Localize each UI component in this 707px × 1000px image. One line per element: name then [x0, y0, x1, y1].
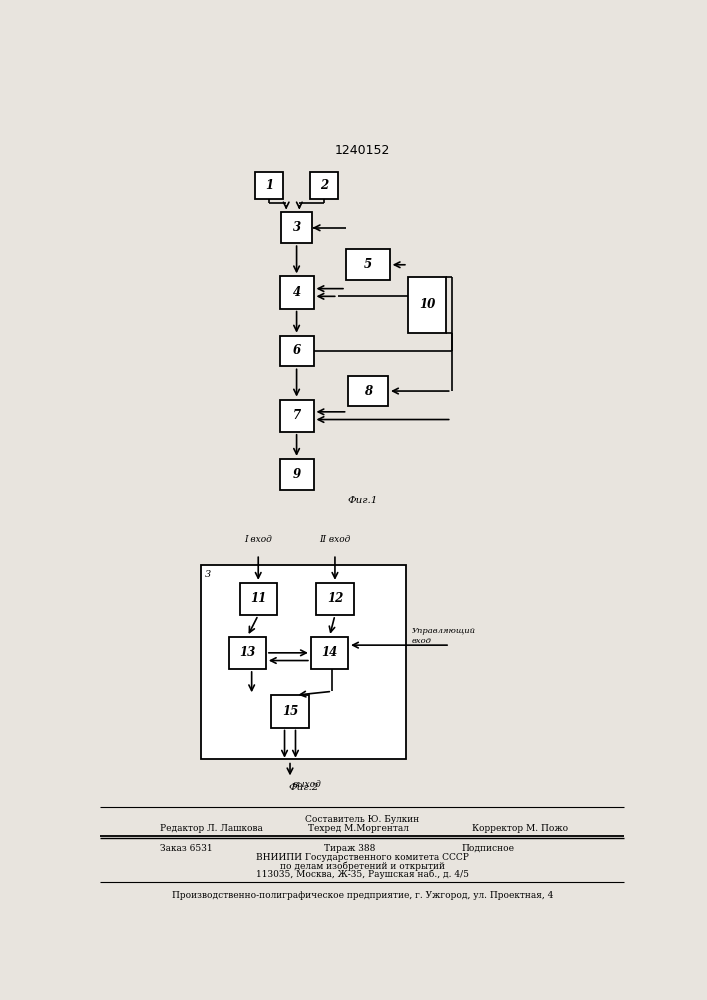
Text: 1: 1 — [265, 179, 273, 192]
Text: ВНИИПИ Государственного комитета СССР: ВНИИПИ Государственного комитета СССР — [256, 853, 469, 862]
Text: 14: 14 — [322, 646, 337, 659]
Text: Подписное: Подписное — [461, 844, 514, 853]
Bar — [408, 277, 446, 333]
Text: Производственно-полиграфическое предприятие, г. Ужгород, ул. Проектная, 4: Производственно-полиграфическое предприя… — [172, 891, 553, 900]
Text: 15: 15 — [282, 705, 298, 718]
Bar — [279, 459, 314, 490]
Text: 113035, Москва, Ж-35, Раушская наб., д. 4/5: 113035, Москва, Ж-35, Раушская наб., д. … — [256, 870, 469, 879]
Bar — [255, 172, 283, 199]
Bar — [228, 637, 266, 669]
Text: 11: 11 — [250, 592, 267, 605]
Text: Фиг.1: Фиг.1 — [347, 496, 378, 505]
Text: 9: 9 — [293, 468, 300, 481]
Bar — [311, 637, 348, 669]
Bar — [279, 276, 314, 309]
Bar — [310, 172, 338, 199]
Text: 7: 7 — [293, 409, 300, 422]
Text: Управляющий
вход: Управляющий вход — [411, 627, 476, 645]
Text: 5: 5 — [364, 258, 372, 271]
Text: 4: 4 — [293, 286, 300, 299]
Bar — [348, 376, 388, 406]
Text: Составитель Ю. Булкин: Составитель Ю. Булкин — [305, 815, 419, 824]
Text: выход: выход — [293, 780, 322, 789]
Text: 8: 8 — [364, 385, 372, 398]
Text: II вход: II вход — [320, 534, 351, 543]
Text: 3: 3 — [205, 570, 211, 579]
Bar — [346, 249, 390, 280]
Text: 3: 3 — [293, 221, 300, 234]
Bar — [279, 400, 314, 432]
Text: Редактор Л. Лашкова: Редактор Л. Лашкова — [160, 824, 262, 833]
Text: 2: 2 — [320, 179, 328, 192]
Text: 6: 6 — [293, 344, 300, 358]
Text: Корректор М. Пожо: Корректор М. Пожо — [472, 824, 568, 833]
Text: 13: 13 — [239, 646, 255, 659]
Text: Фиг.2: Фиг.2 — [288, 783, 318, 792]
Text: I вход: I вход — [245, 534, 272, 543]
Text: Заказ 6531: Заказ 6531 — [160, 844, 212, 853]
Text: Тираж 388: Тираж 388 — [324, 844, 375, 853]
Bar — [279, 336, 314, 366]
Text: Техред М.Моргентал: Техред М.Моргентал — [308, 824, 409, 833]
Bar — [281, 212, 312, 243]
Text: 10: 10 — [419, 298, 435, 311]
Text: 12: 12 — [327, 592, 343, 605]
Bar — [240, 583, 277, 615]
Text: по делам изобретений и открытий: по делам изобретений и открытий — [280, 862, 445, 871]
Text: 1240152: 1240152 — [334, 144, 390, 157]
Bar — [316, 583, 354, 615]
Bar — [271, 695, 309, 728]
Bar — [201, 565, 407, 759]
